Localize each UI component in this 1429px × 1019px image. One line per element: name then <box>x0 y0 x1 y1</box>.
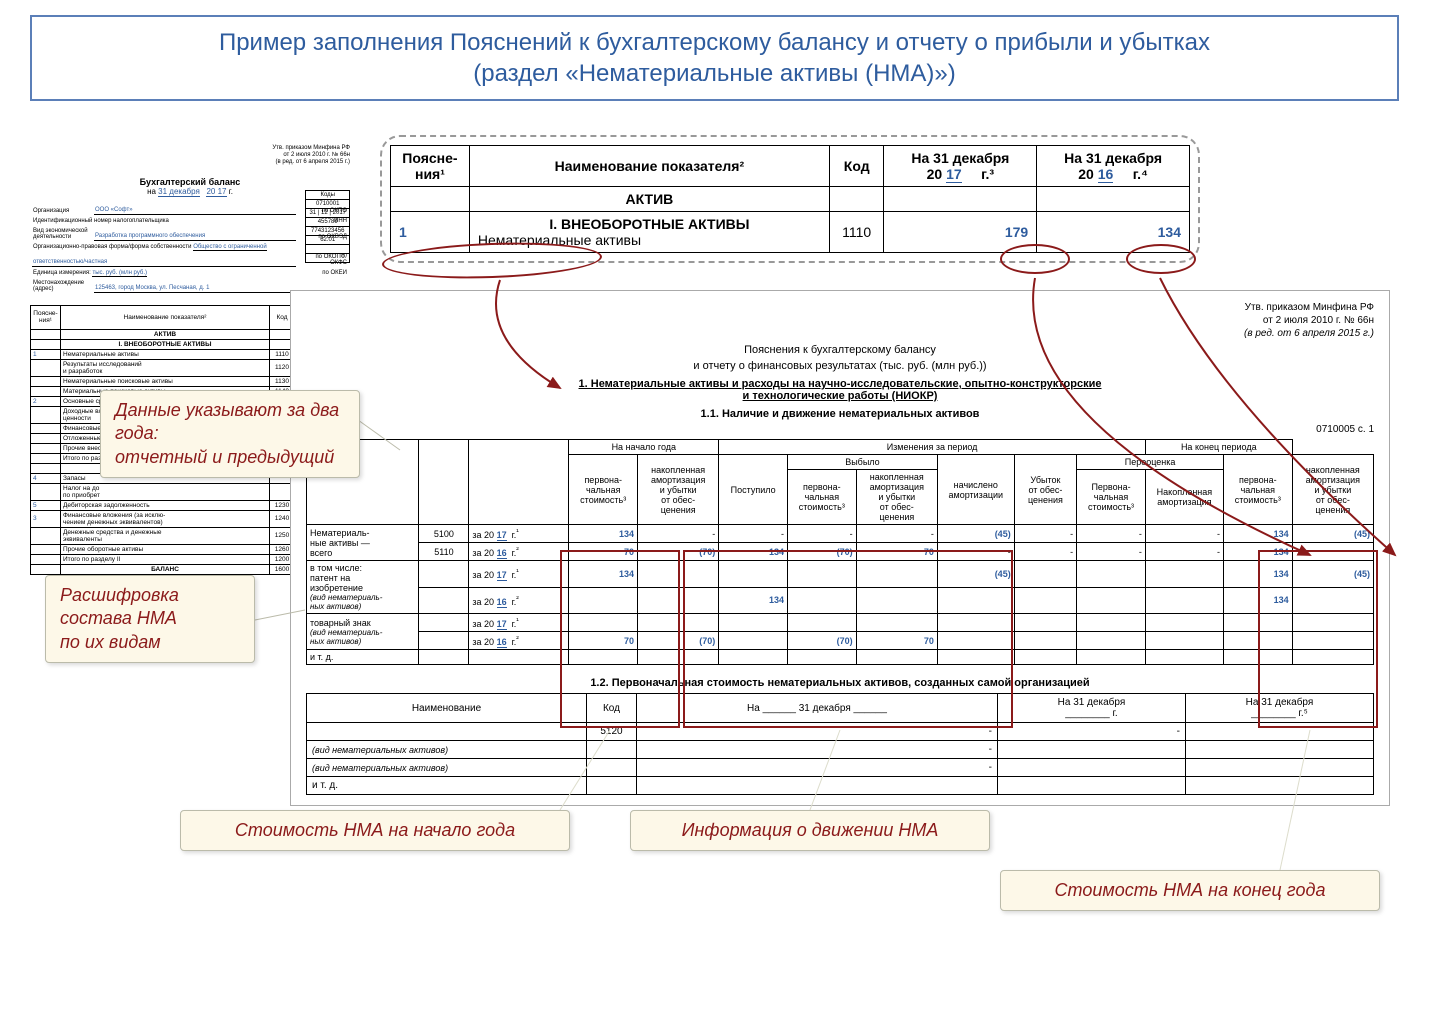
page-title: Пример заполнения Пояснений к бухгалтерс… <box>30 15 1399 101</box>
table-row: за 20 16 г.²134134 <box>307 587 1374 614</box>
bs-date: на 31 декабря 20 17 г. <box>30 187 350 196</box>
explanation-document: Утв. приказом Минфина РФ от 2 июля 2010 … <box>290 290 1390 806</box>
bs-title: Бухгалтерский баланс <box>30 177 350 187</box>
table-row: и т. д. <box>307 650 1374 665</box>
callout-breakdown: Расшифровка состава НМА по их видам <box>45 575 255 663</box>
callout-two-years: Данные указывают за два года: отчетный и… <box>100 390 360 478</box>
main-data-table: На начало года Изменения за период На ко… <box>306 439 1374 665</box>
table-row: в том числе: патент на изобретение(вид н… <box>307 561 1374 588</box>
title-line1: Пример заполнения Пояснений к бухгалтерс… <box>52 27 1377 58</box>
bs-info: ОрганизацияООО «Софт»по ОКПО Идентификац… <box>30 204 350 295</box>
table-row: 5120-- <box>307 723 1374 741</box>
bs-approval: Утв. приказом Минфина РФ от 2 июля 2010 … <box>30 145 350 167</box>
table-row: товарный знак(вид нематериаль- ных актив… <box>307 614 1374 632</box>
doc-subsection12: 1.2. Первоначальная стоимость нематериал… <box>306 677 1374 689</box>
table-row: (вид нематериальных активов)- <box>307 741 1374 759</box>
title-line2: (раздел «Нематериальные активы (НМА)») <box>52 58 1377 89</box>
table-1-2: Наименование Код На ______ 31 декабря __… <box>306 693 1374 795</box>
bs-codes-box: Коды 0710001 31 | 12 | 2017 455789 77431… <box>305 190 350 263</box>
callout-end-cost: Стоимость НМА на конец года <box>1000 870 1380 911</box>
table-row: за 20 16 г.²70(70)(70)70 <box>307 632 1374 650</box>
table-row: (вид нематериальных активов)- <box>307 759 1374 777</box>
doc-section1: 1. Нематериальные активы и расходы на на… <box>306 378 1374 402</box>
table-row: и т. д. <box>307 777 1374 795</box>
callout-movement-info: Информация о движении НМА <box>630 810 990 851</box>
magnified-excerpt: Поясне- ния¹ Наименование показателя² Ко… <box>380 135 1200 263</box>
doc-title2: и отчету о финансовых результатах (тыс. … <box>306 360 1374 372</box>
doc-form-code: 0710005 с. 1 <box>306 424 1374 435</box>
callout-start-cost: Стоимость НМА на начало года <box>180 810 570 851</box>
doc-subsection11: 1.1. Наличие и движение нематериальных а… <box>306 408 1374 420</box>
table-row: Нематериаль- ные активы — всего5100за 20… <box>307 525 1374 543</box>
doc-approval: Утв. приказом Минфина РФ от 2 июля 2010 … <box>306 301 1374 340</box>
doc-title1: Пояснения к бухгалтерскому балансу <box>306 344 1374 356</box>
table-row: 5110за 20 16 г.²70(70)134(70)70----134 <box>307 543 1374 561</box>
